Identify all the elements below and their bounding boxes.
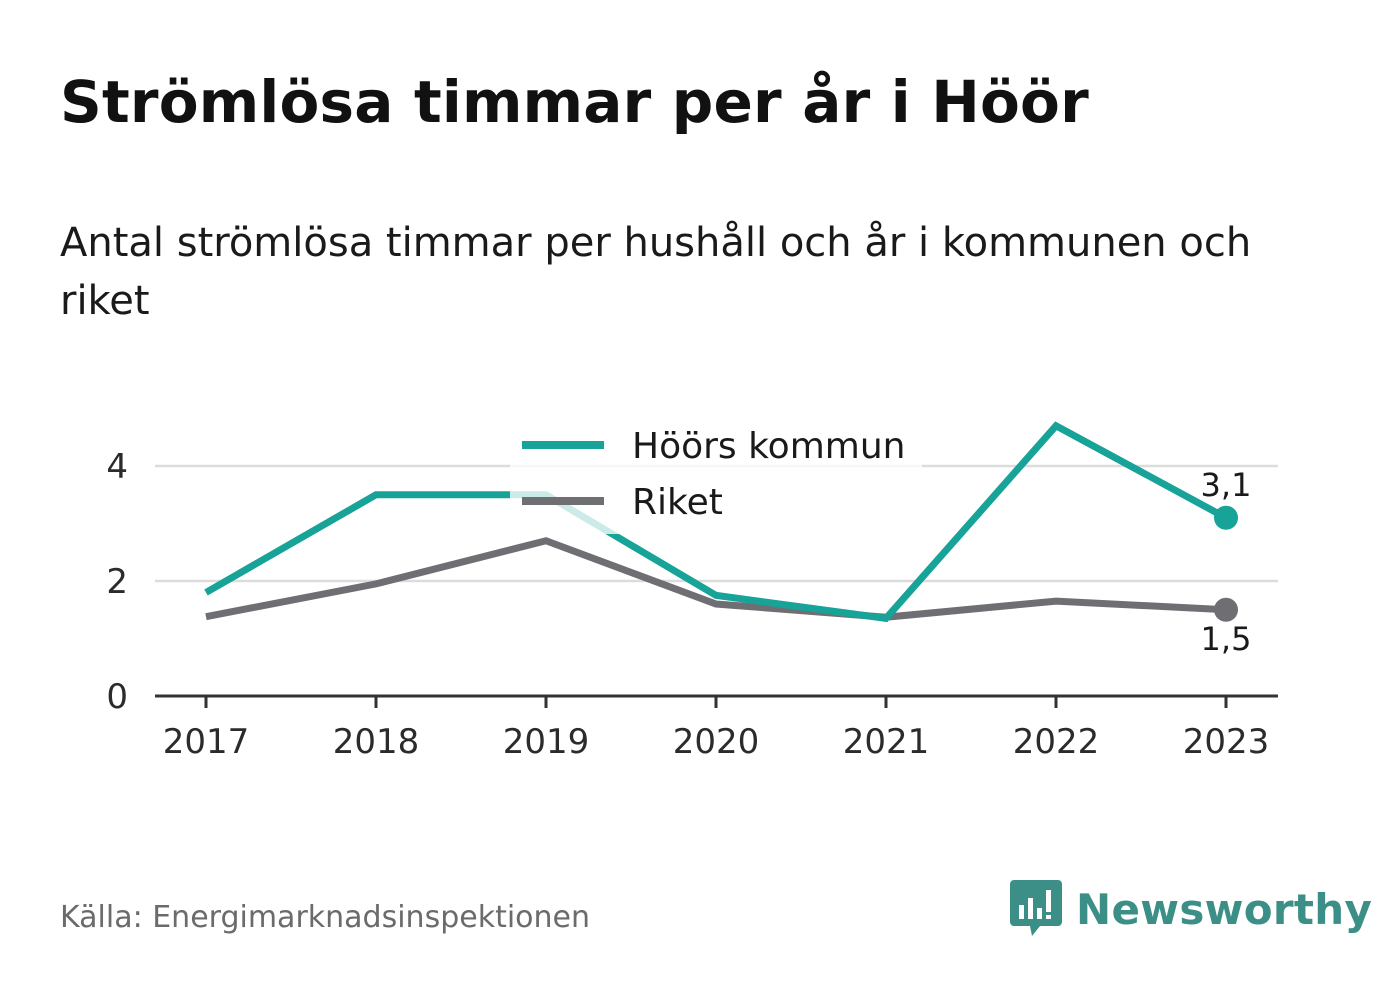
- end-value-label: 1,5: [1201, 620, 1252, 658]
- x-tick-label: 2020: [673, 722, 760, 762]
- x-tick-label: 2023: [1183, 722, 1270, 762]
- series-lines: 3,1 1,5: [204, 421, 1252, 658]
- y-tick-label: 0: [106, 677, 128, 717]
- end-point: [1214, 505, 1238, 530]
- end-point: [1214, 597, 1238, 622]
- x-tick-label: 2019: [503, 722, 590, 762]
- legend-label: Riket: [632, 482, 723, 523]
- brand-logo: Newsworthy: [1010, 878, 1372, 940]
- chart-subtitle: Antal strömlösa timmar per hushåll och å…: [60, 220, 1252, 324]
- legend: Höörs kommun Riket: [510, 416, 922, 534]
- chart-title: Strömlösa timmar per år i Höör: [60, 68, 1089, 136]
- series-line-riket: [205, 537, 1227, 621]
- x-tick-label: 2021: [843, 722, 930, 762]
- brand-name: Newsworthy: [1076, 884, 1373, 934]
- x-tick-label: 2022: [1013, 722, 1100, 762]
- x-tick-label: 2018: [333, 722, 420, 762]
- end-value-label: 3,1: [1201, 466, 1252, 504]
- x-tick-label: 2017: [163, 722, 250, 762]
- y-tick-label: 4: [106, 447, 128, 487]
- axes: 0 2 4 2017 2018 2019 2020 2021 2022 2023: [106, 447, 1278, 762]
- legend-background: [510, 416, 922, 534]
- y-tick-label: 2: [106, 562, 128, 602]
- source-note: Källa: Energimarknadsinspektionen: [60, 900, 591, 935]
- series-line-höörs-kommun: [204, 421, 1228, 623]
- newsworthy-logo-icon: [1010, 880, 1062, 936]
- legend-label: Höörs kommun: [632, 426, 905, 467]
